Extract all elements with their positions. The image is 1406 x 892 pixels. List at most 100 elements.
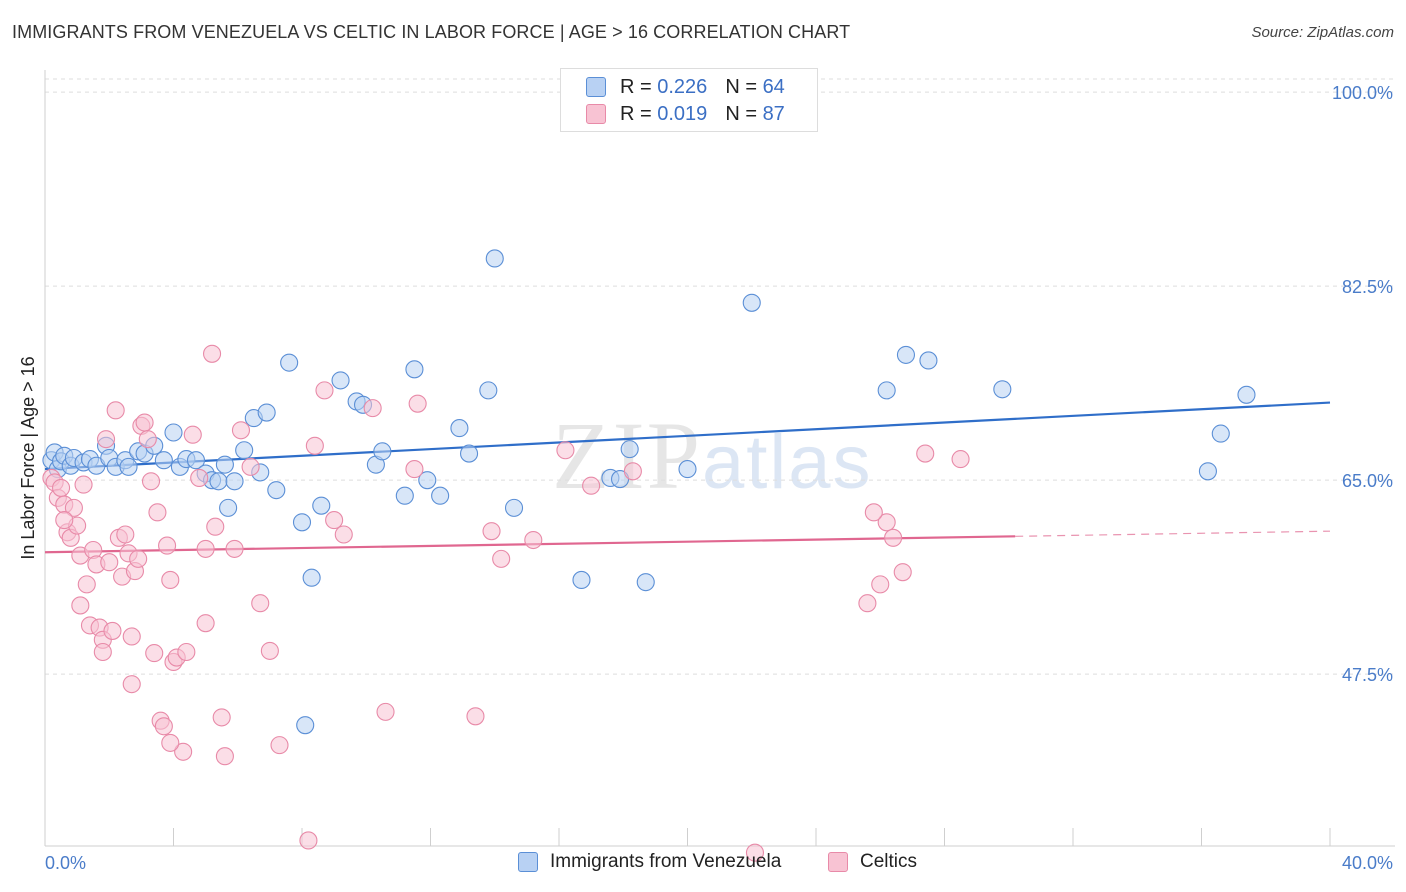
- data-point-venezuela: [1198, 462, 1217, 481]
- y-tick-label: 100.0%: [1332, 83, 1393, 103]
- legend-item-celtics[interactable]: Celtics: [828, 851, 917, 873]
- legend-n-value: 87: [762, 102, 785, 125]
- data-point-celtics: [122, 675, 141, 694]
- data-point-celtics: [466, 707, 485, 726]
- data-point-celtics: [93, 642, 112, 662]
- data-point-celtics: [71, 596, 90, 615]
- data-point-venezuela: [919, 351, 938, 370]
- data-point-celtics: [405, 460, 424, 479]
- legend-n-label: N =: [725, 75, 757, 98]
- data-point-celtics: [206, 517, 225, 536]
- data-point-celtics: [376, 702, 395, 721]
- trend-line-extrapolated: [1015, 530, 1331, 537]
- data-point-celtics: [884, 528, 903, 547]
- legend-item-venezuela[interactable]: Immigrants from Venezuela: [518, 851, 781, 873]
- data-point-celtics: [138, 430, 157, 449]
- legend-swatch-blue: [518, 852, 538, 872]
- data-point-venezuela: [312, 496, 331, 515]
- data-point-celtics: [203, 344, 222, 363]
- data-point-celtics: [492, 549, 511, 568]
- data-point-celtics: [177, 642, 196, 662]
- data-point-venezuela: [395, 486, 414, 505]
- data-point-venezuela: [678, 460, 697, 479]
- data-point-celtics: [315, 381, 334, 400]
- data-point-celtics: [251, 594, 270, 613]
- data-point-venezuela: [154, 451, 173, 470]
- legend-row-celtics: R = 0.019 N = 87: [586, 101, 785, 127]
- data-point-celtics: [158, 536, 177, 555]
- data-point-venezuela: [877, 381, 896, 400]
- legend-r-value: 0.019: [657, 102, 708, 125]
- source-credit: Source: ZipAtlas.com: [1251, 24, 1394, 41]
- data-point-venezuela: [225, 472, 244, 491]
- data-point-celtics: [100, 553, 119, 572]
- data-point-celtics: [334, 525, 353, 544]
- legend-n-label: N =: [725, 102, 757, 125]
- data-point-celtics: [363, 399, 382, 418]
- data-point-celtics: [174, 742, 193, 761]
- legend-label-venezuela: Immigrants from Venezuela: [550, 851, 782, 872]
- correlation-legend: R = 0.226 N = 64 R = 0.019 N = 87: [560, 68, 818, 132]
- data-point-celtics: [623, 462, 642, 481]
- legend-swatch-pink: [828, 852, 848, 872]
- data-point-venezuela: [302, 568, 321, 587]
- data-point-celtics: [148, 503, 167, 522]
- data-point-venezuela: [620, 440, 639, 459]
- data-point-venezuela: [219, 498, 238, 517]
- data-point-celtics: [582, 476, 601, 495]
- data-point-celtics: [299, 831, 318, 850]
- data-point-venezuela: [331, 371, 350, 390]
- data-point-venezuela: [257, 403, 276, 422]
- data-point-celtics: [305, 436, 324, 455]
- data-point-celtics: [482, 522, 501, 541]
- data-point-celtics: [745, 843, 765, 862]
- data-point-venezuela: [280, 353, 299, 372]
- data-point-celtics: [241, 457, 260, 476]
- data-point-venezuela: [479, 381, 498, 400]
- data-point-celtics: [951, 450, 970, 469]
- data-point-celtics: [893, 563, 912, 582]
- data-point-venezuela: [504, 498, 524, 517]
- data-point-venezuela: [1237, 385, 1256, 404]
- data-point-celtics: [877, 513, 896, 532]
- y-tick-label: 65.0%: [1342, 471, 1393, 491]
- grid-lines: [45, 78, 1395, 675]
- data-point-venezuela: [896, 345, 916, 364]
- legend-row-venezuela: R = 0.226 N = 64: [586, 74, 785, 100]
- data-point-venezuela: [459, 444, 479, 463]
- data-point-celtics: [270, 736, 289, 755]
- legend-label-celtics: Celtics: [860, 851, 918, 872]
- data-point-celtics: [196, 614, 215, 633]
- legend-n-value: 64: [762, 75, 785, 98]
- data-point-venezuela: [742, 293, 761, 312]
- data-point-celtics: [196, 539, 215, 558]
- data-point-celtics: [864, 503, 883, 522]
- data-point-celtics: [154, 717, 173, 736]
- data-point-celtics: [145, 644, 164, 663]
- data-point-celtics: [141, 472, 161, 491]
- data-point-celtics: [55, 511, 74, 530]
- data-point-celtics: [190, 468, 209, 488]
- data-point-celtics: [858, 594, 877, 613]
- data-point-celtics: [74, 475, 93, 494]
- data-point-venezuela: [485, 249, 504, 268]
- data-point-celtics: [916, 444, 935, 463]
- legend-swatch-blue: [586, 77, 606, 97]
- data-point-venezuela: [636, 573, 655, 592]
- data-point-celtics: [556, 441, 575, 460]
- data-point-venezuela: [119, 457, 138, 476]
- series-legend: Immigrants from Venezuela Celtics: [0, 851, 1406, 879]
- y-tick-label: 82.5%: [1342, 277, 1393, 297]
- x-tick-label: 40.0%: [1342, 853, 1393, 873]
- data-point-celtics: [524, 530, 543, 550]
- data-point-celtics: [52, 478, 71, 497]
- data-point-celtics: [260, 641, 279, 660]
- data-point-celtics: [871, 575, 890, 594]
- data-point-venezuela: [431, 486, 450, 505]
- trend-line: [44, 401, 1331, 471]
- data-point-venezuela: [373, 442, 392, 461]
- data-point-venezuela: [1211, 424, 1230, 443]
- data-point-celtics: [212, 708, 231, 727]
- data-point-venezuela: [296, 716, 315, 735]
